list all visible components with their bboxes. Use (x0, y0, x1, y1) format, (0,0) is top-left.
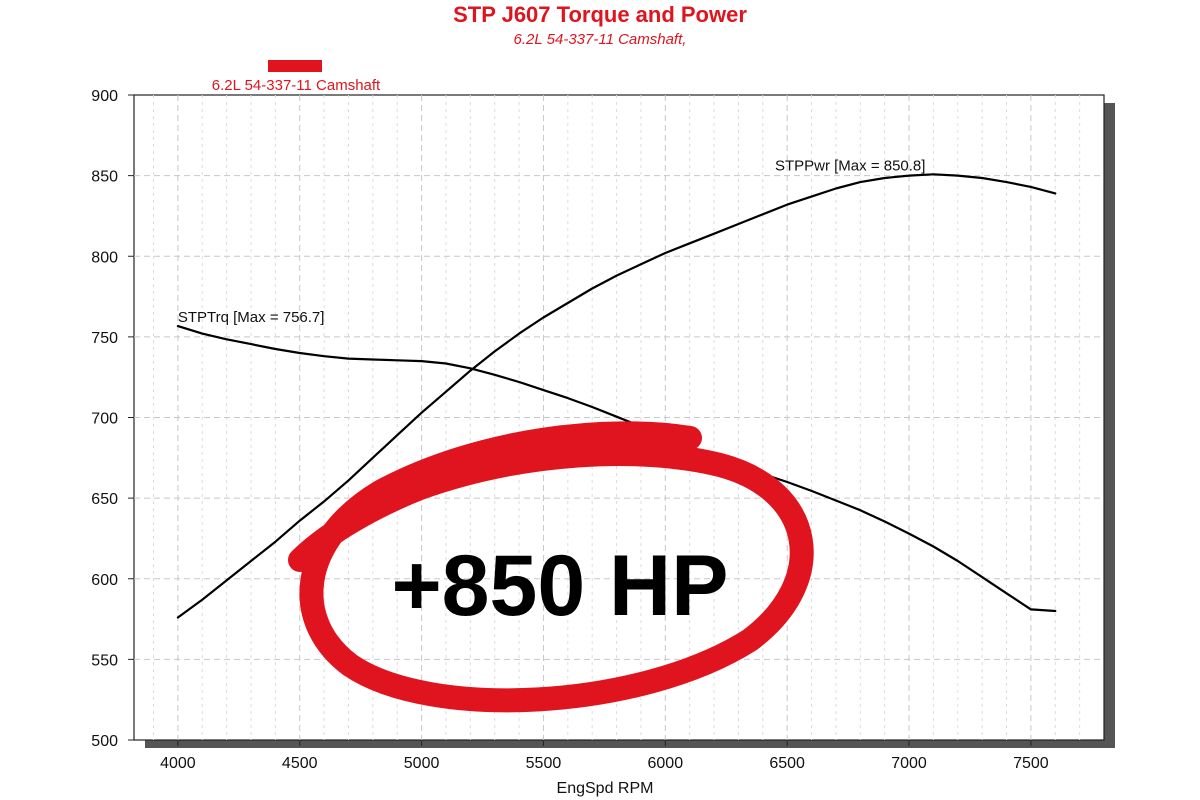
series-annotation-pwr: STPPwr [Max = 850.8] (775, 157, 925, 174)
hp-callout-text: +850 HP (391, 538, 728, 634)
series-annotation-trq: STPTrq [Max = 756.7] (178, 309, 325, 326)
hand-drawn-circle (288, 421, 814, 713)
series-line-stppwr (176, 173, 1057, 619)
annotation-layer: STPTrq [Max = 756.7] STPPwr [Max = 850.8… (178, 157, 926, 326)
x-tick-label: 6000 (648, 755, 684, 772)
y-tick-label: 800 (91, 249, 118, 266)
legend-label: 6.2L 54-337-11 Camshaft (212, 77, 381, 94)
y-tick-label: 500 (91, 733, 118, 750)
grid (134, 95, 1104, 740)
axes: 500 550 600 650 700 750 800 850 900 4000 4500 5000 5… (91, 88, 1048, 797)
x-tick-label: 4000 (160, 755, 196, 772)
chart-title: STP J607 Torque and Power (453, 2, 747, 27)
x-tick-label: 4500 (282, 755, 318, 772)
chart-subtitle: 6.2L 54-337-11 Camshaft, (514, 31, 687, 48)
x-tick-label: 5000 (404, 755, 440, 772)
y-tick-label: 700 (91, 411, 118, 428)
x-tick-label: 6500 (769, 755, 805, 772)
legend: 6.2L 54-337-11 Camshaft (212, 60, 381, 94)
series-layer (176, 173, 1057, 619)
x-axis-label: EngSpd RPM (557, 780, 654, 797)
y-tick-label: 850 (91, 169, 118, 186)
y-tick-label: 650 (91, 491, 118, 508)
y-tick-label: 900 (91, 88, 118, 105)
y-tick-label: 750 (91, 330, 118, 347)
x-tick-label: 5500 (526, 755, 562, 772)
y-tick-label: 550 (91, 652, 118, 669)
x-tick-label: 7000 (891, 755, 927, 772)
y-tick-label: 600 (91, 572, 118, 589)
x-tick-label: 7500 (1013, 755, 1049, 772)
legend-swatch (268, 60, 322, 72)
hp-callout: +850 HP (288, 421, 814, 713)
series-line-stptrq (176, 325, 1057, 613)
